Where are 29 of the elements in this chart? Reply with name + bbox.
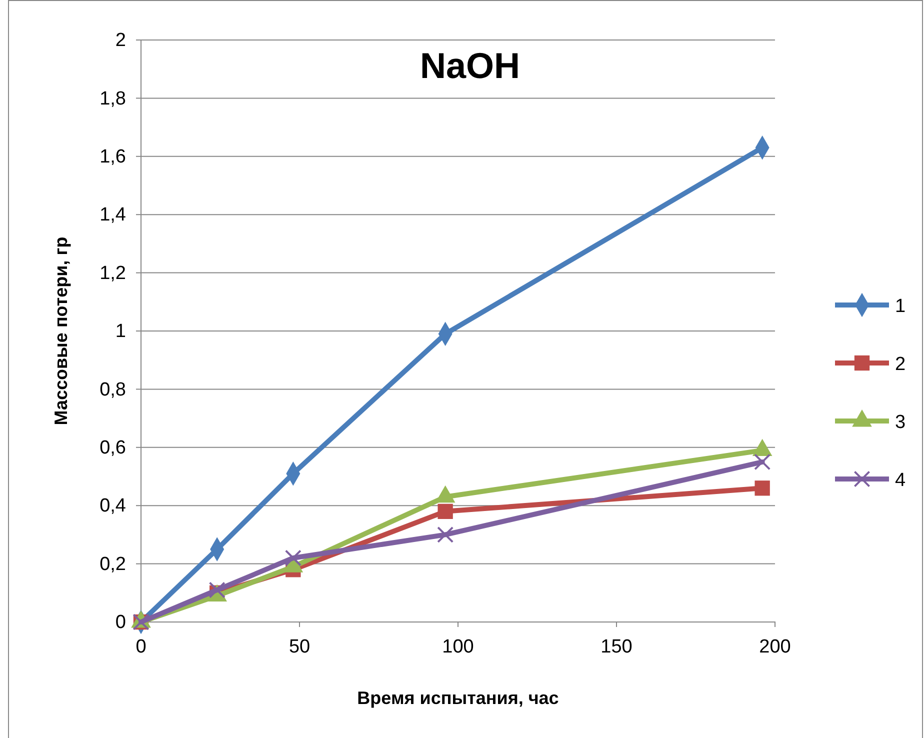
y-tick-label: 0 [115, 612, 126, 634]
x-tick-label: 200 [759, 636, 791, 658]
y-axis-title: Массовые потери, гр [51, 236, 71, 426]
y-tick-label: 1,6 [100, 146, 126, 168]
y-tick-label: 0,8 [100, 379, 126, 400]
legend-label: 1 [895, 296, 906, 317]
point [208, 582, 226, 598]
legend-label: 3 [895, 412, 906, 433]
legend-label: 4 [895, 470, 906, 491]
y-tick-label: 1 [115, 321, 126, 342]
x-tick-label: 0 [136, 636, 146, 658]
y-tick-label: 0,6 [100, 437, 126, 458]
x-tick-label: 150 [600, 636, 632, 658]
point [754, 480, 770, 496]
x-tick-label: 50 [288, 636, 310, 658]
point [438, 504, 453, 520]
chart-title: NaOH [420, 45, 520, 86]
legend-label: 2 [895, 354, 906, 375]
y-tick-label: 2 [115, 30, 126, 52]
x-tick-label: 100 [442, 636, 474, 658]
y-tick-label: 0,4 [100, 496, 126, 517]
x-axis-title: Время испытания, час [357, 688, 559, 708]
y-tick-label: 1,8 [100, 88, 126, 110]
point [754, 454, 771, 470]
point [284, 550, 302, 566]
y-tick-label: 1,4 [100, 204, 126, 226]
point [437, 526, 454, 543]
y-tick-label: 1,2 [100, 262, 126, 284]
y-tick-label: 0,2 [100, 554, 126, 575]
